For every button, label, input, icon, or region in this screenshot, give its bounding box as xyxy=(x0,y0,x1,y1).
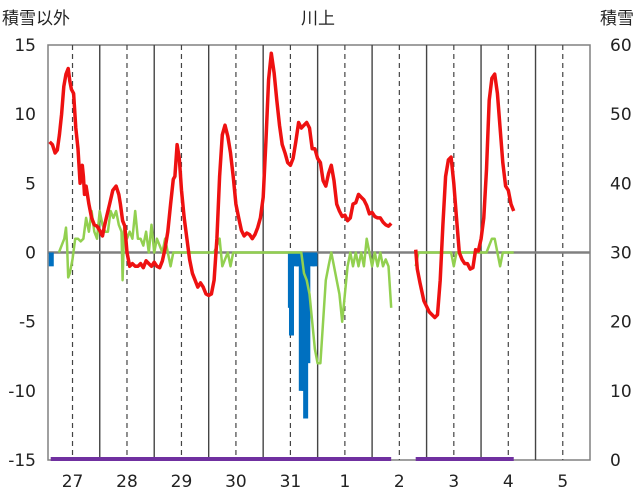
left-tick-label: -10 xyxy=(8,382,36,402)
right-tick-label: 30 xyxy=(610,244,632,264)
left-tick-label: 15 xyxy=(14,36,36,56)
left-axis-label: 積雪以外 xyxy=(2,9,70,29)
series xyxy=(48,51,516,461)
x-tick-label: 28 xyxy=(116,472,138,492)
x-tick-label: 30 xyxy=(225,472,247,492)
x-tick-label: 27 xyxy=(62,472,84,492)
left-tick-label: 10 xyxy=(14,105,36,125)
x-tick-label: 31 xyxy=(280,472,302,492)
x-tick-label: 4 xyxy=(503,472,514,492)
right-tick-label: 10 xyxy=(610,382,632,402)
snowfall-bar xyxy=(298,252,304,391)
right-axis: 0 10 20 30 40 50 60 xyxy=(610,36,632,471)
x-tick-label: 1 xyxy=(339,472,350,492)
x-tick-label: 29 xyxy=(171,472,193,492)
series-line-green xyxy=(57,209,393,365)
x-tick-label: 3 xyxy=(448,472,459,492)
snowfall-bar xyxy=(312,252,318,267)
left-tick-label: 5 xyxy=(25,174,36,194)
snowfall-bar xyxy=(293,252,299,267)
series-line-red xyxy=(48,51,393,298)
right-axis-label: 積雪 xyxy=(600,9,634,29)
left-tick-label: -15 xyxy=(8,451,36,471)
right-tick-label: 40 xyxy=(610,174,632,194)
right-tick-label: 0 xyxy=(610,451,621,471)
snowfall-bar xyxy=(296,252,302,267)
left-tick-label: 0 xyxy=(25,244,36,264)
snowfall-bar xyxy=(288,252,294,336)
left-axis: -15 -10 -5 0 5 10 15 xyxy=(8,36,36,471)
snowfall-bar xyxy=(305,252,311,364)
x-axis: 27 28 29 30 31 1 2 3 4 5 xyxy=(62,472,568,492)
right-tick-label: 50 xyxy=(610,105,632,125)
series-line-green xyxy=(414,237,514,268)
series-line-red xyxy=(413,72,516,320)
right-tick-label: 60 xyxy=(610,36,632,56)
left-tick-label: -5 xyxy=(19,313,36,333)
snowfall-bar xyxy=(48,252,54,267)
x-tick-label: 2 xyxy=(394,472,405,492)
x-tick-label: 5 xyxy=(557,472,568,492)
chart-title: 川上 xyxy=(301,9,335,29)
right-tick-label: 20 xyxy=(610,313,632,333)
snowfall-bar xyxy=(309,252,315,267)
